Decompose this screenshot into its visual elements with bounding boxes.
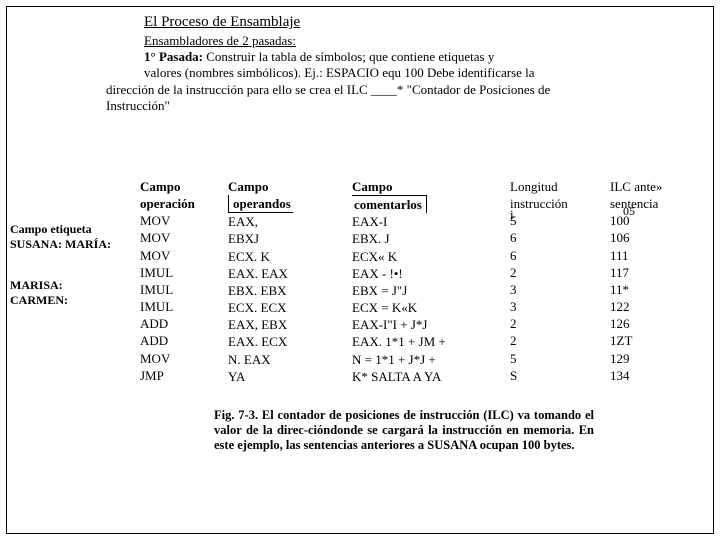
line1-rest: Construir la tabla de símbolos; que cont… <box>203 49 494 64</box>
cell: 5 <box>510 350 590 367</box>
ilc-merge: 05 <box>623 204 635 220</box>
para-line1: 1° Pasada: Construir la tabla de símbolo… <box>144 49 700 65</box>
col-op-rows: MOV MOV MOV IMUL IMUL IMUL ADD ADD MOV J… <box>140 212 220 384</box>
col-operandos: Campo operandos EAX, EBXJ ECX. K EAX. EA… <box>228 178 348 385</box>
label-susana: SUSANA: MARÍA: <box>10 237 111 252</box>
cell: 6 <box>510 247 590 264</box>
cell: JMP <box>140 367 220 384</box>
col-len-h2-wrap: instrucción i̱ <box>510 195 590 212</box>
col-op-h2: operación <box>140 195 220 212</box>
subtitle: Ensambladores de 2 pasadas: <box>144 33 700 49</box>
figure-caption: Fig. 7-3. El contador de posiciones de i… <box>214 408 594 453</box>
cell: EBX. J <box>352 230 502 247</box>
cell: 100 <box>610 212 690 229</box>
cell: EBX = J"J <box>352 282 502 299</box>
cell: IMUL <box>140 298 220 315</box>
cell: 3 <box>510 298 590 315</box>
col-longitud: Longitud instrucción i̱ 5 6 6 2 3 3 2 2 … <box>510 178 590 384</box>
col-ilc-h1: ILC ante» <box>610 178 690 195</box>
label-carmen: CARMEN: <box>10 293 111 308</box>
cell: ADD <box>140 315 220 332</box>
cell: YA <box>228 368 348 385</box>
cell: 1ZT <box>610 332 690 349</box>
cell: 117 <box>610 264 690 281</box>
cell: ECX« K <box>352 248 502 265</box>
col-ilc-rows: 100 106 111 117 11* 122 126 1ZT 129 134 <box>610 212 690 384</box>
col-com-h2: comentarlos <box>352 195 502 213</box>
cell: ECX. ECX <box>228 299 348 316</box>
cell: N. EAX <box>228 351 348 368</box>
label-campo-etiqueta: Campo etiqueta <box>10 222 111 237</box>
col-len-h1: Longitud <box>510 178 590 195</box>
para-line3: dirección de la instrucción para ello se… <box>106 82 700 98</box>
cell: MOV <box>140 247 220 264</box>
pasada-label: 1° Pasada: <box>144 49 203 64</box>
col-com-h1: Campo <box>352 178 502 195</box>
cell: MOV <box>140 212 220 229</box>
cell: 2 <box>510 264 590 281</box>
cell: EAX - !•! <box>352 265 502 282</box>
len-merge: i̱ <box>510 206 514 223</box>
left-label-column: Campo etiqueta SUSANA: MARÍA: MARISA: CA… <box>10 222 111 308</box>
col-oper-h2: operandos <box>228 195 348 213</box>
col-ilc-h2-wrap: sentencia 05 <box>610 195 690 212</box>
col-op-h1: Campo <box>140 178 220 195</box>
cell: 134 <box>610 367 690 384</box>
col-len-h2: instrucción <box>510 196 568 211</box>
cell: K* SALTA A YA <box>352 368 502 385</box>
page-title: El Proceso de Ensamblaje <box>144 14 700 31</box>
cell: 11* <box>610 281 690 298</box>
cell: 126 <box>610 315 690 332</box>
cell: 106 <box>610 229 690 246</box>
col-comentarios: Campo comentarlos EAX-I EBX. J ECX« K EA… <box>352 178 502 385</box>
cell: 2 <box>510 315 590 332</box>
cell: 122 <box>610 298 690 315</box>
para-line2: valores (nombres simbólicos). Ej.: ESPAC… <box>144 65 700 81</box>
cell: 111 <box>610 247 690 264</box>
cell: EAX. EAX <box>228 265 348 282</box>
cell: 2 <box>510 332 590 349</box>
cell: MOV <box>140 350 220 367</box>
cell: 6 <box>510 229 590 246</box>
cell: 129 <box>610 350 690 367</box>
cell: EBXJ <box>228 230 348 247</box>
col-ilc: ILC ante» sentencia 05 100 106 111 117 1… <box>610 178 690 384</box>
cell: S <box>510 367 590 384</box>
cell: ECX = K«K <box>352 299 502 316</box>
cell: EBX. EBX <box>228 282 348 299</box>
cell: ADD <box>140 332 220 349</box>
cell: IMUL <box>140 281 220 298</box>
cell: IMUL <box>140 264 220 281</box>
cell: EAX, EBX <box>228 316 348 333</box>
cell: EAX-I <box>352 213 502 230</box>
header-block: El Proceso de Ensamblaje Ensambladores d… <box>144 14 700 114</box>
cell: EAX. ECX <box>228 333 348 350</box>
cell: MOV <box>140 229 220 246</box>
cell: 5 <box>510 212 590 229</box>
cell: EAX. 1*1 + JM + <box>352 333 502 350</box>
col-operacion: Campo operación MOV MOV MOV IMUL IMUL IM… <box>140 178 220 384</box>
label-marisa: MARISA: <box>10 278 111 293</box>
cell: EAX-I"I + J*J <box>352 316 502 333</box>
para-line4: Instrucción" <box>106 98 700 114</box>
cell: N = 1*1 + J*J + <box>352 351 502 368</box>
cell: EAX, <box>228 213 348 230</box>
col-oper-rows: EAX, EBXJ ECX. K EAX. EAX EBX. EBX ECX. … <box>228 213 348 385</box>
cell: 3 <box>510 281 590 298</box>
col-len-rows: 5 6 6 2 3 3 2 2 5 S <box>510 212 590 384</box>
cell: ECX. K <box>228 248 348 265</box>
col-oper-h1: Campo <box>228 178 348 195</box>
col-com-rows: EAX-I EBX. J ECX« K EAX - !•! EBX = J"J … <box>352 213 502 385</box>
